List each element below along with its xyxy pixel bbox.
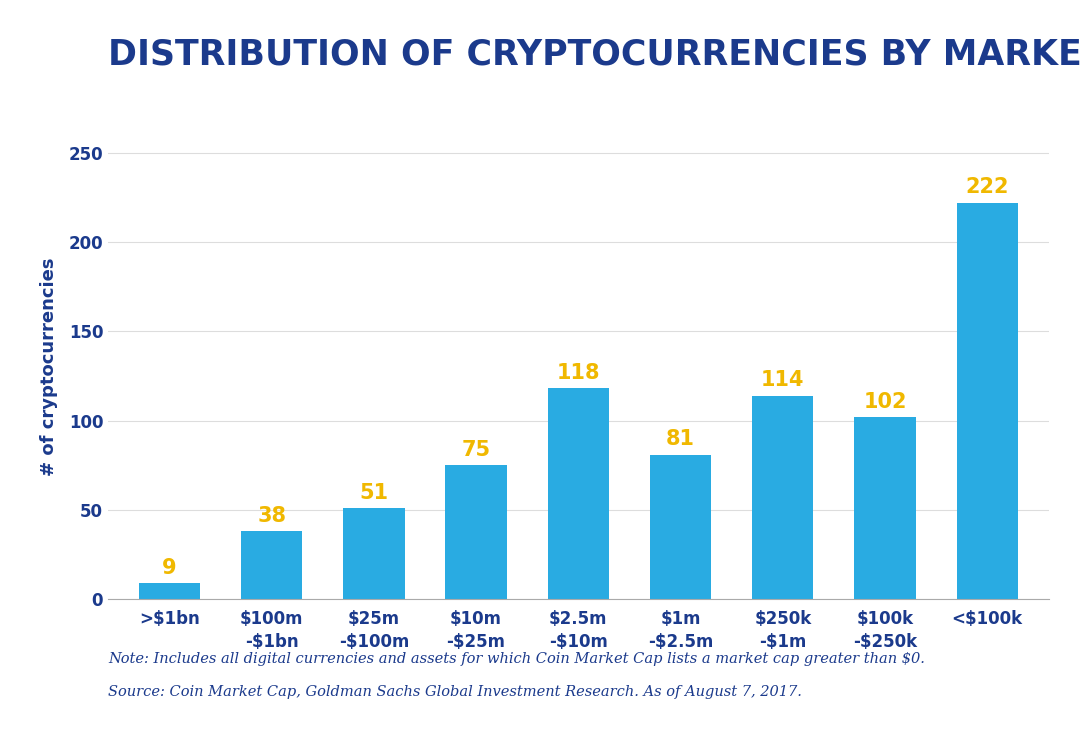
Text: 38: 38 bbox=[257, 506, 286, 526]
Bar bbox=[344, 508, 404, 599]
Bar bbox=[957, 203, 1018, 599]
Bar bbox=[241, 531, 303, 599]
Bar bbox=[752, 395, 814, 599]
Bar bbox=[445, 465, 507, 599]
Text: Note: Includes all digital currencies and assets for which Coin Market Cap lists: Note: Includes all digital currencies an… bbox=[108, 652, 925, 666]
Bar bbox=[650, 455, 711, 599]
Text: 114: 114 bbox=[761, 370, 804, 390]
Text: 75: 75 bbox=[462, 440, 491, 460]
Bar bbox=[138, 583, 200, 599]
Text: 51: 51 bbox=[359, 483, 388, 503]
Text: Source: Coin Market Cap, Goldman Sachs Global Investment Research. As of August : Source: Coin Market Cap, Goldman Sachs G… bbox=[108, 685, 802, 700]
Text: 81: 81 bbox=[666, 429, 695, 449]
Y-axis label: # of cryptocurrencies: # of cryptocurrencies bbox=[40, 258, 57, 476]
Bar bbox=[548, 389, 609, 599]
Text: 222: 222 bbox=[965, 178, 1009, 197]
Bar bbox=[854, 417, 916, 599]
Text: DISTRIBUTION OF CRYPTOCURRENCIES BY MARKET CAP: DISTRIBUTION OF CRYPTOCURRENCIES BY MARK… bbox=[108, 37, 1081, 71]
Text: 9: 9 bbox=[162, 558, 177, 577]
Text: 102: 102 bbox=[864, 392, 907, 412]
Text: 118: 118 bbox=[557, 363, 600, 383]
